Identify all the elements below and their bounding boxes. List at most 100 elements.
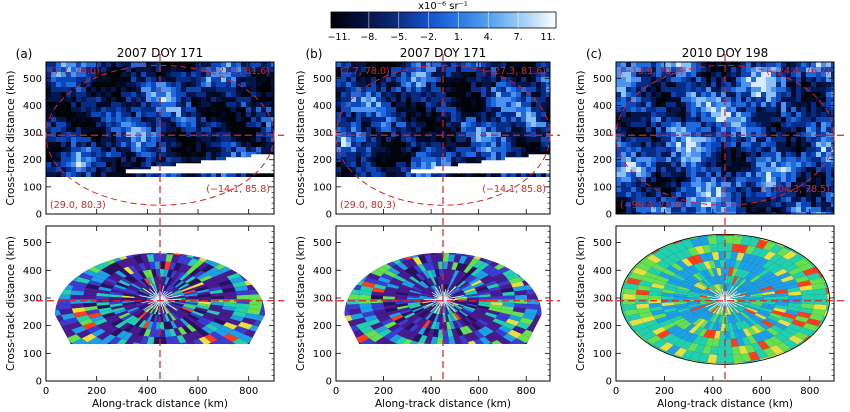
- radiance-cell: [256, 77, 261, 82]
- radiance-cell: [106, 117, 111, 122]
- fan-cell: [123, 315, 136, 323]
- radiance-cell: [61, 87, 66, 92]
- radiance-cell: [71, 132, 76, 137]
- radiance-cell: [461, 117, 466, 122]
- radiance-cell: [116, 82, 121, 87]
- radiance-cell: [436, 117, 441, 122]
- radiance-cell: [146, 67, 151, 72]
- fan-cell: [151, 269, 157, 277]
- radiance-cell: [651, 157, 656, 162]
- radiance-cell: [421, 152, 426, 157]
- radiance-cell: [536, 72, 541, 77]
- radiance-cell: [831, 182, 834, 187]
- radiance-cell: [146, 157, 151, 162]
- radiance-cell: [56, 92, 61, 97]
- radiance-cell: [781, 197, 786, 202]
- radiance-cell: [541, 122, 546, 127]
- radiance-cell: [356, 77, 361, 82]
- radiance-cell: [756, 137, 761, 142]
- fan-cell: [484, 352, 497, 361]
- radiance-cell: [651, 212, 656, 214]
- radiance-cell: [336, 122, 341, 127]
- radiance-cell: [201, 172, 206, 177]
- radiance-cell: [386, 167, 391, 172]
- radiance-cell: [726, 102, 731, 107]
- radiance-cell: [56, 132, 61, 137]
- radiance-cell: [166, 62, 171, 67]
- radiance-cell: [711, 67, 716, 72]
- fan-cell: [422, 319, 431, 328]
- radiance-cell: [221, 87, 226, 92]
- radiance-cell: [746, 182, 751, 187]
- radiance-cell: [341, 92, 346, 97]
- radiance-cell: [741, 187, 746, 192]
- fan-cell: [395, 303, 409, 308]
- radiance-cell: [256, 92, 261, 97]
- radiance-cell: [726, 132, 731, 137]
- fan-cell: [377, 315, 391, 323]
- fan-cell: [166, 321, 174, 330]
- radiance-cell: [636, 142, 641, 147]
- radiance-cell: [676, 157, 681, 162]
- radiance-cell: [826, 142, 831, 147]
- fan-cell: [434, 231, 443, 239]
- fan-cell: [522, 278, 536, 286]
- fan-cell: [168, 277, 177, 286]
- radiance-cell: [776, 117, 781, 122]
- radiance-cell: [696, 177, 701, 182]
- radiance-cell: [446, 72, 451, 77]
- radiance-cell: [156, 122, 161, 127]
- fan-cell: [169, 320, 178, 329]
- radiance-cell: [156, 142, 161, 147]
- radiance-cell: [736, 67, 741, 72]
- radiance-cell: [241, 72, 246, 77]
- radiance-cell: [346, 92, 351, 97]
- radiance-cell: [706, 192, 711, 197]
- radiance-cell: [206, 127, 211, 132]
- radiance-cell: [541, 92, 546, 97]
- fan-cell: [134, 271, 144, 280]
- radiance-cell: [116, 137, 121, 142]
- radiance-cell: [761, 107, 766, 112]
- radiance-cell: [251, 97, 256, 102]
- radiance-cell: [241, 137, 246, 142]
- radiance-cell: [71, 77, 76, 82]
- radiance-cell: [511, 92, 516, 97]
- radiance-cell: [166, 132, 171, 137]
- radiance-cell: [726, 172, 731, 177]
- radiance-cell: [651, 162, 656, 167]
- fan-cell: [414, 252, 425, 257]
- fan-cell: [397, 235, 410, 244]
- radiance-cell: [736, 147, 741, 152]
- radiance-cell: [371, 82, 376, 87]
- radiance-cell: [341, 122, 346, 127]
- radiance-cell: [796, 162, 801, 167]
- radiance-cell: [621, 82, 626, 87]
- fan-cell: [199, 316, 213, 324]
- fan-cell: [223, 291, 237, 297]
- radiance-cell: [96, 112, 101, 117]
- fan-cell: [360, 252, 375, 261]
- radiance-cell: [766, 97, 771, 102]
- radiance-cell: [686, 107, 691, 112]
- radiance-cell: [501, 97, 506, 102]
- radiance-cell: [501, 122, 506, 127]
- radiance-cell: [391, 92, 396, 97]
- radiance-cell: [756, 132, 761, 137]
- fan-cell: [248, 303, 263, 310]
- fan-cell: [140, 359, 151, 367]
- radiance-cell: [756, 102, 761, 107]
- radiance-cell: [166, 77, 171, 82]
- radiance-cell: [811, 62, 816, 67]
- fan-cell: [128, 308, 141, 314]
- radiance-cell: [436, 62, 441, 67]
- radiance-cell: [731, 82, 736, 87]
- radiance-cell: [701, 67, 706, 72]
- radiance-cell: [121, 112, 126, 117]
- radiance-cell: [106, 172, 111, 177]
- radiance-cell: [706, 82, 711, 87]
- radiance-cell: [816, 147, 821, 152]
- radiance-cell: [721, 107, 726, 112]
- radiance-cell: [236, 152, 241, 157]
- radiance-cell: [106, 102, 111, 107]
